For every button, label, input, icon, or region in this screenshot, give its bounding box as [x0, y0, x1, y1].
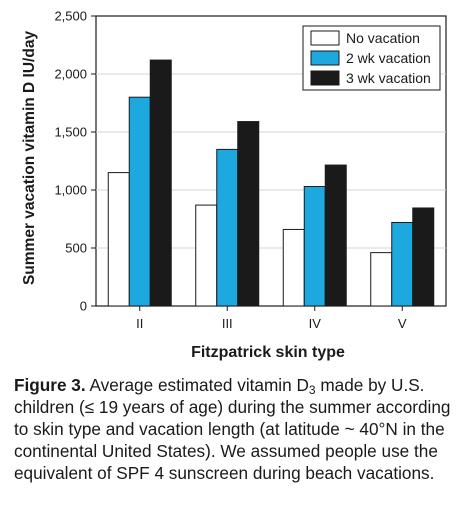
caption-subscript: 3	[308, 383, 316, 397]
bar	[412, 207, 435, 307]
figure-caption: Figure 3. Average estimated vitamin D3 m…	[14, 374, 454, 484]
bar	[149, 59, 172, 307]
legend-label: 3 wk vacation	[346, 70, 431, 86]
x-axis-title: Fitzpatrick skin type	[191, 344, 345, 361]
legend-label: No vacation	[346, 30, 420, 46]
y-tick-label: 1,500	[54, 125, 87, 140]
caption-text-part1: Average estimated vitamin D	[85, 375, 309, 395]
bar	[237, 121, 260, 307]
legend-swatch	[310, 30, 340, 46]
bar	[195, 204, 218, 307]
y-tick-label: 500	[65, 241, 87, 256]
legend-label: 2 wk vacation	[346, 50, 431, 66]
bar	[370, 252, 393, 307]
caption-label: Figure 3.	[14, 375, 86, 395]
y-axis-title: Summer vacation vitamin D IU/day	[21, 31, 38, 285]
bar	[324, 164, 347, 307]
y-tick-label: 2,500	[54, 9, 87, 24]
legend-swatch	[310, 70, 340, 86]
x-tick-label: II	[136, 316, 143, 331]
x-axis-ticks: II III IV V	[136, 306, 407, 331]
x-tick-label: III	[222, 316, 233, 331]
y-tick-label: 1,000	[54, 183, 87, 198]
legend-swatch	[310, 50, 340, 66]
legend: No vacation 2 wk vacation 3 wk vacation	[302, 25, 441, 91]
bars	[107, 59, 435, 307]
y-axis-ticks: 0 500 1,000 1,500 2,000 2,500	[54, 9, 96, 314]
x-tick-label: IV	[309, 316, 322, 331]
x-tick-label: V	[398, 316, 407, 331]
bar	[391, 221, 414, 307]
caption-text-part2: made by U.S. children (≤ 19 years of age…	[14, 375, 451, 483]
bar	[128, 96, 151, 307]
y-tick-label: 0	[80, 299, 87, 314]
bar	[216, 148, 239, 307]
bar	[107, 172, 130, 307]
bar	[303, 186, 326, 307]
y-tick-label: 2,000	[54, 67, 87, 82]
bar	[282, 228, 305, 307]
